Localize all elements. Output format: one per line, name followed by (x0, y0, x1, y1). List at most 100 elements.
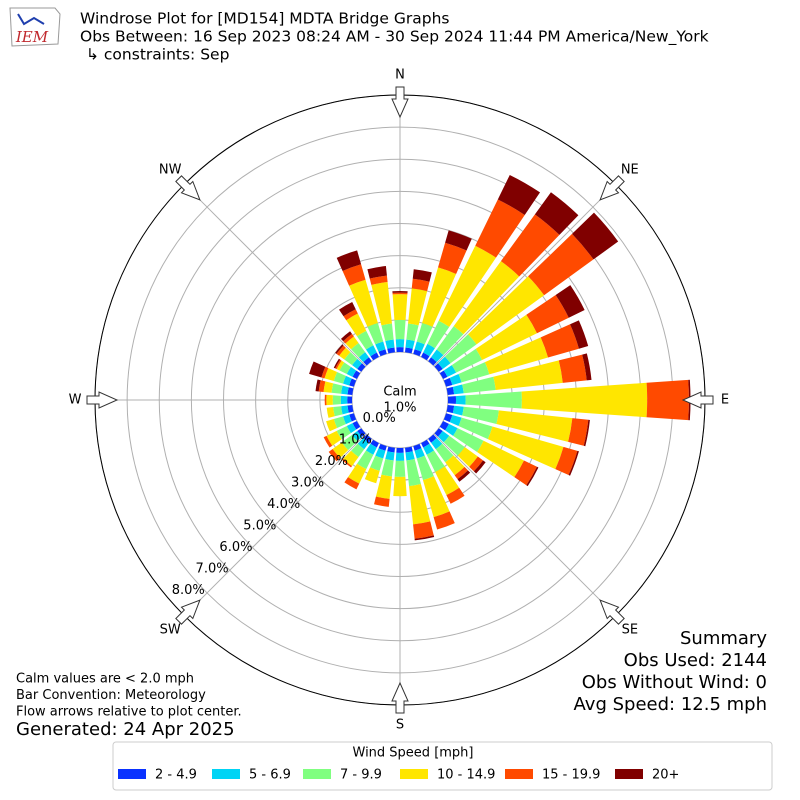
bar-segment (339, 362, 351, 375)
bar-segment (328, 448, 341, 462)
bar-segment (412, 269, 432, 282)
bar-segment (428, 357, 437, 366)
spoke (433, 433, 617, 617)
bar-segment (414, 341, 425, 352)
bar-segment (534, 192, 579, 235)
bar-segment (324, 368, 338, 382)
bar-segment (371, 281, 392, 326)
bar-segment (346, 423, 357, 434)
bar-segment (555, 446, 578, 476)
bar-segment (374, 496, 390, 507)
bar-segment (540, 324, 579, 358)
r-tick-label: 1.0% (339, 433, 372, 448)
bar-segment (449, 415, 462, 427)
bar-segment (326, 430, 342, 446)
bar-segment (332, 442, 349, 458)
r-tick-label: 8.0% (172, 583, 205, 598)
chart-subtitle: Obs Between: 16 Sep 2023 08:24 AM - 30 S… (80, 28, 709, 47)
bar-segment (356, 450, 374, 470)
bar-segment (394, 460, 406, 477)
bar-segment (318, 380, 326, 392)
logo-icon (17, 13, 45, 26)
legend: 2 - 4.9 5 - 6.9 7 - 9.9 10 - 14.9 15 - 19.9 2… (118, 768, 679, 783)
note: Calm values are < 2.0 mph (16, 672, 194, 687)
bar-segment (396, 347, 404, 353)
bar-segment (323, 381, 334, 393)
bar-segment (358, 352, 369, 363)
bar-segment (484, 337, 549, 375)
bar-segment (457, 470, 471, 482)
direction-arrow (175, 175, 201, 201)
bar-segment (423, 343, 435, 357)
legend-label: 7 - 9.9 (340, 768, 382, 783)
bar-segment (493, 360, 563, 390)
bar-segment (369, 275, 388, 285)
bar-segment (392, 294, 408, 321)
r-tick-label: 6.0% (219, 540, 252, 555)
bar-segment (457, 447, 478, 467)
bar-segment (451, 348, 483, 373)
legend-swatch (400, 769, 428, 779)
compass-label: N (395, 68, 405, 83)
bar-segment (437, 356, 451, 369)
spoke (183, 183, 367, 367)
bar-segment (443, 377, 453, 387)
calm-circle (353, 353, 447, 447)
bar-segment (449, 373, 462, 385)
bar-segment (367, 322, 384, 345)
bar-segment (341, 434, 358, 451)
bar-segment (343, 450, 359, 467)
bar-segment (396, 447, 404, 453)
bar-segment (453, 261, 520, 335)
bar-segment (465, 391, 522, 409)
bar-segment (409, 483, 431, 525)
bar-segment (339, 301, 356, 317)
r-tick-label: 7.0% (196, 562, 229, 577)
bar-segment (336, 425, 351, 440)
compass-label: NE (621, 163, 639, 178)
bar-segment (444, 334, 477, 364)
bar-segment (413, 443, 422, 451)
bar-segment (357, 428, 366, 437)
bar-segment (428, 434, 437, 443)
bar-segment (583, 419, 590, 447)
bar-segment (333, 358, 341, 369)
bar-segment (331, 383, 343, 394)
bar-segment (454, 466, 468, 480)
logo-outline (9, 7, 61, 47)
bar-segment (352, 358, 363, 369)
bar-segment (421, 352, 430, 361)
bar-segment (437, 431, 450, 443)
bar-segment (335, 359, 342, 370)
legend-swatch (505, 769, 533, 779)
bar-segment (351, 443, 365, 458)
bar-segment (363, 434, 372, 443)
bar-segment (414, 448, 425, 459)
r-tick-label: 2.0% (315, 454, 348, 469)
bar-segment (526, 466, 539, 487)
bar-segment (333, 371, 346, 384)
bar-segment (395, 339, 405, 348)
direction-arrow (599, 175, 625, 201)
summary-line: Summary (680, 628, 767, 649)
bar-segment (475, 314, 537, 360)
bar-segment (500, 214, 560, 277)
windrose: Calm1.0%0.0%1.0%2.0%3.0%4.0%5.0%6.0%7.0%… (69, 68, 730, 733)
bar-segment (347, 387, 354, 395)
bar-segment (455, 395, 466, 405)
bar-segment (378, 349, 387, 357)
compass-label: NW (159, 163, 182, 178)
bar-segment (439, 370, 448, 379)
bar-segment (336, 360, 345, 371)
bar-segment (346, 366, 357, 377)
bar-segment (393, 476, 407, 497)
logo-text: IEM (15, 28, 49, 46)
bar-segment (468, 276, 545, 345)
legend-label: 10 - 14.9 (437, 768, 495, 783)
bar-segment (568, 418, 589, 446)
calm-value: 1.0% (383, 401, 416, 416)
logo: IEM (9, 7, 61, 47)
bar-segment (375, 448, 386, 459)
r-tick-label: 3.0% (291, 476, 324, 491)
bar-segment (446, 405, 455, 414)
